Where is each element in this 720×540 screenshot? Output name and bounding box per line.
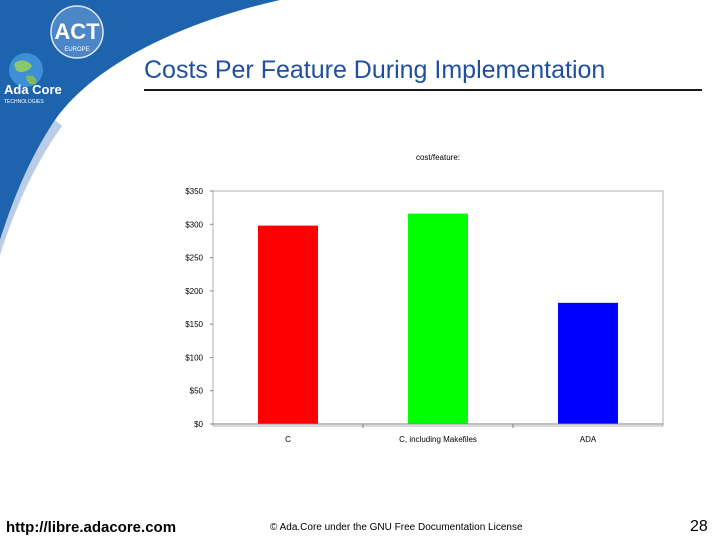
svg-text:EUROPE: EUROPE: [64, 47, 89, 53]
y-tick-label: $50: [190, 387, 204, 396]
adacore-logo: Ada Core TECHNOLOGIES: [4, 53, 62, 105]
y-tick-label: $300: [185, 220, 203, 229]
y-tick-label: $350: [185, 187, 203, 196]
y-tick-label: $0: [194, 420, 203, 429]
cost-per-feature-chart: cost/feature: $0$50$100$150$200$250$300$…: [185, 153, 664, 444]
title-underline: [144, 89, 702, 91]
footer-license: © Ada.Core under the GNU Free Documentat…: [270, 522, 523, 533]
y-tick-label: $200: [185, 287, 203, 296]
y-tick-label: $150: [185, 320, 203, 329]
act-europe-logo: ACT EUROPE: [50, 5, 104, 59]
svg-text:TECHNOLOGIES: TECHNOLOGIES: [4, 99, 44, 105]
footer-url: http://libre.adacore.com: [6, 519, 177, 536]
y-axis: $0 $50 $100 $150 $200 $250 $300 $350: [185, 187, 213, 429]
svg-text:Ada Core: Ada Core: [4, 82, 62, 97]
svg-text:ACT: ACT: [54, 19, 100, 44]
bar-0: [258, 225, 318, 424]
slide-title: Costs Per Feature During Implementation: [144, 56, 606, 84]
page-number: 28: [690, 518, 708, 535]
x-tick-label: C: [285, 435, 291, 444]
y-tick-label: $250: [185, 254, 203, 263]
x-tick-label: C, including Makefiles: [399, 435, 477, 444]
y-tick-label: $100: [185, 353, 203, 362]
x-axis: C C, including Makefiles ADA: [213, 423, 663, 444]
chart-title: cost/feature:: [416, 153, 460, 162]
bars: [258, 213, 618, 424]
x-tick-label: ADA: [580, 435, 597, 444]
bar-1: [408, 213, 468, 424]
bar-2: [558, 302, 618, 424]
